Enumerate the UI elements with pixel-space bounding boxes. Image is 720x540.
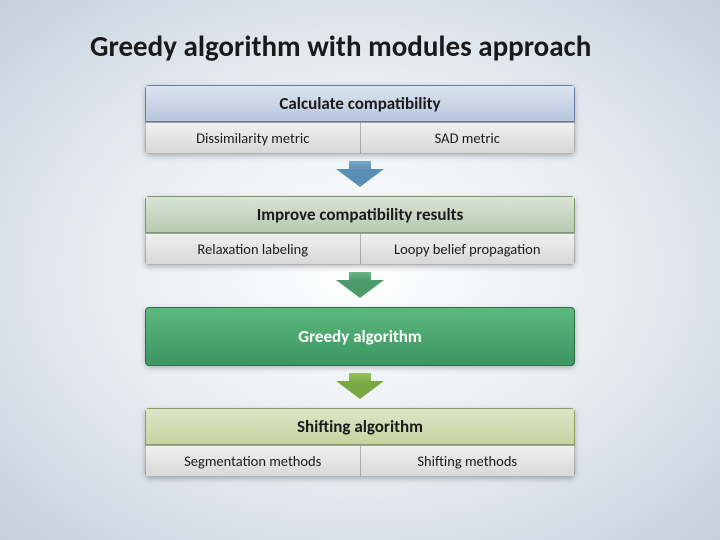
block-cell: SAD metric [360,122,576,154]
block-row: Segmentation methods Shifting methods [145,445,575,477]
block-row: Relaxation labeling Loopy belief propaga… [145,233,575,265]
block-cell: Dissimilarity metric [145,122,360,154]
block-header: Improve compatibility results [145,196,575,233]
block-header: Calculate compatibility [145,85,575,122]
block-shifting: Shifting algorithm Segmentation methods … [145,408,575,477]
arrow-icon [336,369,384,403]
block-cell: Segmentation methods [145,445,360,477]
flowchart: Calculate compatibility Dissimilarity me… [90,85,630,477]
block-calculate: Calculate compatibility Dissimilarity me… [145,85,575,154]
block-cell: Shifting methods [360,445,576,477]
block-greedy: Greedy algorithm [145,307,575,366]
block-cell: Loopy belief propagation [360,233,576,265]
block-improve: Improve compatibility results Relaxation… [145,196,575,265]
page-title: Greedy algorithm with modules approach [90,30,630,63]
arrow-icon [336,268,384,302]
block-header: Shifting algorithm [145,408,575,445]
arrow-icon [336,157,384,191]
block-cell: Relaxation labeling [145,233,360,265]
block-row: Dissimilarity metric SAD metric [145,122,575,154]
